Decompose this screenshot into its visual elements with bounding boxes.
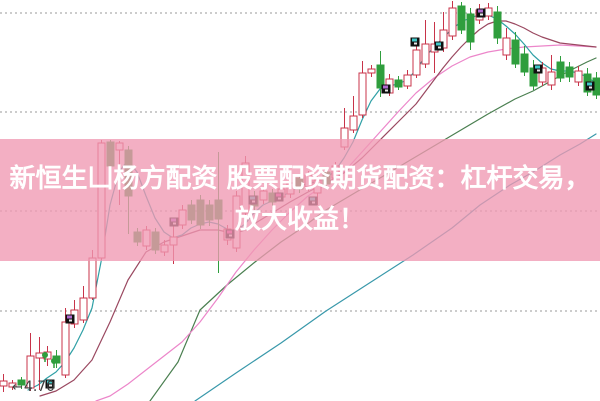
candle-body	[403, 74, 412, 87]
candle-marker-icon	[410, 37, 420, 47]
candle-body	[0, 380, 8, 387]
candle-marker-accent	[535, 65, 540, 69]
candle-body	[394, 79, 403, 88]
candle-body	[484, 7, 493, 17]
low-price-annotation: ← 4.70	[12, 379, 55, 395]
candle-marker-icon	[65, 314, 75, 324]
sprout-marker-icon	[42, 352, 48, 358]
candle-marker-accent	[47, 380, 52, 384]
banner-text-line2: 放大收益！	[234, 205, 365, 235]
candle-marker-icon	[381, 84, 391, 94]
candle-body	[457, 5, 466, 31]
candle-body	[349, 115, 358, 131]
candle-marker-icon	[434, 41, 444, 51]
candle-marker-accent	[412, 38, 417, 42]
candle-marker-accent	[478, 9, 483, 13]
candle-body	[367, 68, 376, 74]
candle-marker-dot	[49, 384, 52, 387]
candle-marker-accent	[587, 82, 592, 86]
candle-body	[358, 72, 367, 116]
sprout-marker-icon	[51, 358, 57, 364]
candle-body	[412, 49, 421, 76]
candle-body	[547, 71, 556, 86]
candle-body	[448, 7, 457, 37]
candle-body	[574, 70, 583, 83]
candle-body	[565, 66, 574, 78]
candle-body	[493, 11, 502, 39]
candle-marker-icon	[476, 8, 486, 18]
candle-body	[376, 64, 385, 89]
candle-body	[35, 352, 44, 359]
candle-body	[421, 43, 430, 65]
candle-marker-dot	[69, 319, 72, 322]
left-arrow-icon: ←	[12, 379, 23, 395]
candle-body	[61, 321, 70, 376]
promo-banner[interactable]: 新恒生凵杨方配资 股票配资期货配资：杠杆交易， 放大收益！	[0, 139, 600, 261]
candle-body	[26, 355, 35, 389]
low-price-label: 4.70	[23, 379, 56, 395]
candle-marker-dot	[537, 69, 540, 72]
candle-body	[511, 39, 520, 65]
candle-marker-accent	[383, 85, 388, 89]
candle-marker-accent	[436, 42, 441, 46]
candle-body	[466, 13, 475, 43]
candle-body	[556, 61, 565, 79]
candle-marker-icon	[585, 81, 595, 91]
candle-body	[79, 297, 88, 321]
candle-marker-icon	[533, 64, 543, 74]
candle-marker-icon	[45, 379, 55, 389]
candle-marker-dot	[385, 89, 388, 92]
candle-marker-accent	[67, 315, 72, 319]
candle-marker-dot	[414, 42, 417, 45]
candle-body	[502, 37, 511, 56]
candle-body	[88, 257, 97, 299]
candle-marker-dot	[438, 46, 441, 49]
candle-body	[8, 382, 17, 388]
candle-body	[17, 379, 26, 386]
candle-body	[520, 53, 529, 73]
candle-marker-dot	[589, 86, 592, 89]
banner-text-line1: 新恒生凵杨方配资 股票配资期货配资：杠杆交易，	[9, 164, 591, 194]
candle-marker-dot	[480, 13, 483, 16]
